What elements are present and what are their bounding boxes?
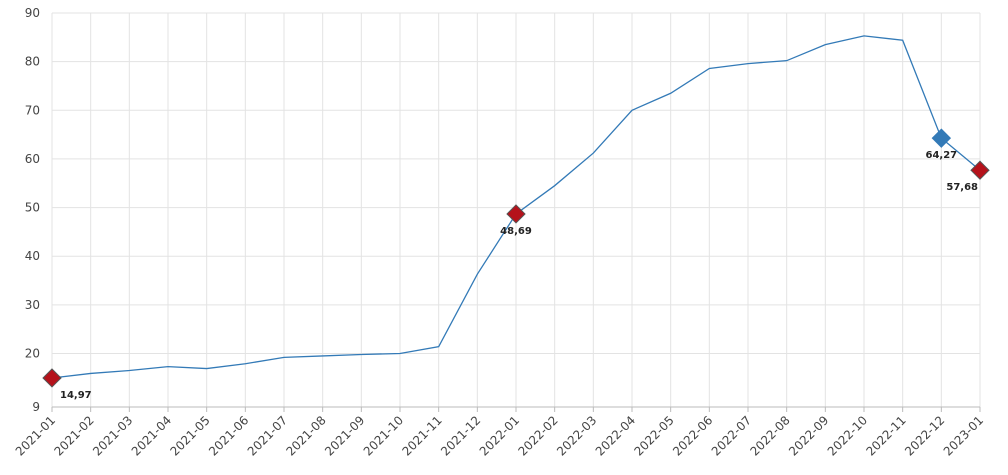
x-tick-label: 2021-09 [322,413,367,458]
x-tick-label: 2021-01 [13,413,58,458]
y-tick-label: 60 [25,152,40,166]
x-tick-label: 2021-03 [90,413,135,458]
y-tick-label: 70 [25,103,40,117]
y-tick-label: 40 [25,249,40,263]
x-tick-label: 2022-04 [593,413,638,458]
x-tick-label: 2021-08 [283,413,328,458]
x-tick-label: 2022-12 [902,413,947,458]
x-tick-label: 2021-05 [167,413,212,458]
x-tick-label: 2021-06 [206,413,251,458]
y-tick-label: 80 [25,55,40,69]
point-marker [42,368,62,388]
point-marker [506,204,526,224]
x-tick-label: 2022-10 [825,413,870,458]
value-label: 64,27 [926,150,958,161]
x-tick-label: 2022-02 [515,413,560,458]
x-tick-label: 2021-04 [129,413,174,458]
value-label: 48,69 [500,226,532,237]
y-tick-label: 90 [25,6,40,20]
y-tick-label: 30 [25,298,40,312]
x-tick-label: 2022-09 [786,413,831,458]
y-tick-label: 9 [32,400,40,414]
x-tick-label: 2023-01 [941,413,986,458]
x-tick-label: 2022-07 [709,413,754,458]
y-tick-label: 50 [25,201,40,215]
x-tick-label: 2022-11 [863,413,908,458]
x-tick-label: 2021-02 [51,413,96,458]
x-tick-label: 2021-07 [245,413,290,458]
x-tick-label: 2022-01 [477,413,522,458]
x-tick-label: 2022-08 [747,413,792,458]
x-tick-label: 2022-03 [554,413,599,458]
point-marker [931,128,952,148]
x-tick-label: 2021-10 [361,413,406,458]
value-label: 14,97 [60,390,92,401]
x-tick-label: 2021-11 [399,413,444,458]
value-label: 57,68 [946,182,978,193]
x-tick-label: 2022-05 [631,413,676,458]
x-tick-label: 2022-06 [670,413,715,458]
point-marker [970,160,990,180]
y-tick-label: 20 [25,346,40,360]
x-tick-label: 2021-12 [438,413,483,458]
